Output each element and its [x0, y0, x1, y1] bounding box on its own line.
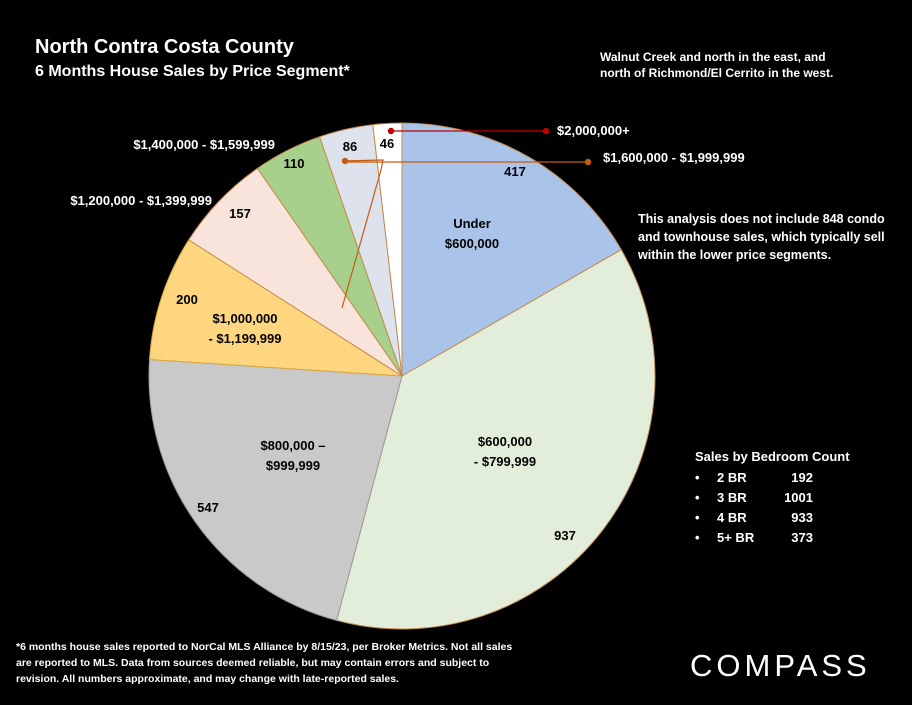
pie-category-label: $1,200,000 - $1,399,999	[70, 193, 212, 208]
pie-slice-800-000-999-999	[148, 358, 403, 622]
bedroom-row: • 2 BR 192	[695, 468, 850, 488]
pie-slice-1-000-000-1-199-999	[149, 239, 403, 377]
pie-category-label: $1,400,000 - $1,599,999	[133, 137, 275, 152]
pie-category-label: $2,000,000+	[557, 123, 630, 138]
pie-slice-under-600-000	[401, 122, 622, 377]
pie-category-label: $1,000,000- $1,199,999	[208, 311, 281, 346]
bedroom-row: • 3 BR 1001	[695, 488, 850, 508]
bedroom-count: 192	[791, 470, 813, 485]
chart-subtitle: 6 Months House Sales by Price Segment*	[35, 63, 350, 80]
pie-value-label: 46	[380, 136, 394, 151]
bedroom-label: 2 BR	[717, 470, 747, 485]
compass-logo: COMPASS	[690, 648, 871, 683]
callout-dot	[387, 127, 395, 135]
bedroom-count: 373	[791, 530, 813, 545]
bedroom-count: 933	[791, 510, 813, 525]
pie-value-label: 86	[343, 139, 357, 154]
pie-category-label: $800,000 – $999,999	[260, 438, 325, 473]
chart-title: North Contra Costa County	[35, 36, 294, 58]
area-note: Walnut Creek and north in the east, and …	[600, 50, 834, 80]
pie-category-label: $600,000- $799,999	[474, 434, 536, 469]
bedroom-row: • 5+ BR 373	[695, 528, 850, 548]
bedroom-label: 4 BR	[717, 510, 747, 525]
pie-value-label: 110	[284, 156, 305, 171]
pie-value-label: 417	[504, 164, 526, 179]
pie-category-label: Under $600,000	[445, 216, 499, 251]
bedroom-count: 1001	[784, 490, 813, 505]
pie-value-label: 547	[197, 500, 219, 515]
callout-dot	[542, 127, 550, 135]
pie-value-label: 200	[176, 292, 198, 307]
pie-slice-600-000-799-999	[336, 248, 656, 630]
condo-note: This analysis does not include 848 condo…	[638, 212, 885, 262]
pie-value-label: 937	[554, 528, 576, 543]
bedroom-row: • 4 BR 933	[695, 508, 850, 528]
callout-dot	[341, 157, 349, 165]
bedroom-count-title: Sales by Bedroom Count	[695, 449, 850, 464]
footnote: *6 months house sales reported to NorCal…	[16, 641, 513, 685]
callout-dot	[584, 158, 592, 166]
pie-slice-2-000-000	[372, 122, 403, 377]
bedroom-count-box: Sales by Bedroom Count • 2 BR 192 • 3 BR 100…	[695, 449, 850, 548]
pie-value-label: 157	[229, 206, 251, 221]
callout-leader-1600k	[341, 159, 384, 309]
bedroom-label: 3 BR	[717, 490, 747, 505]
pie-category-label: $1,600,000 - $1,999,999	[603, 150, 745, 165]
bedroom-label: 5+ BR	[717, 530, 755, 545]
